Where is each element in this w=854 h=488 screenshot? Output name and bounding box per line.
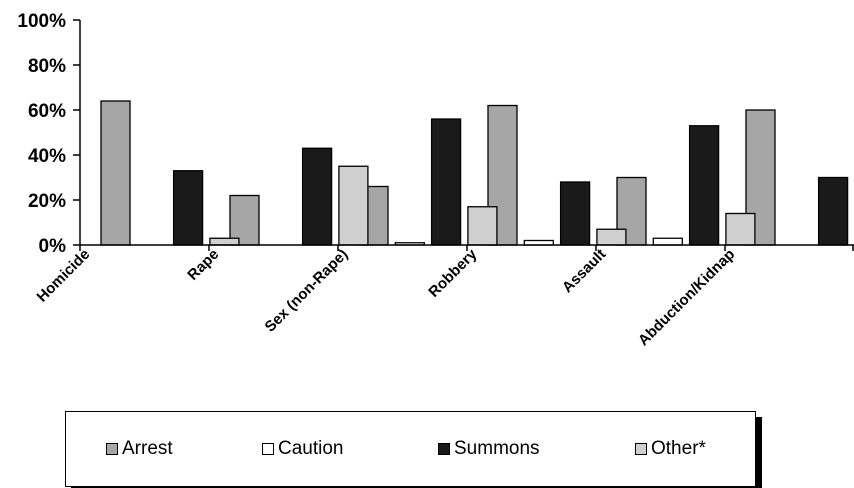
legend-label-caution: Caution: [278, 438, 344, 459]
x-category-label: Sex (non-Rape): [262, 246, 352, 336]
y-tick-label: 60%: [28, 101, 66, 122]
bar-arrest-1: [229, 194, 260, 246]
bar-summons-0: [172, 170, 204, 246]
x-category-label: Robbery: [425, 245, 481, 301]
bar-other-4: [725, 212, 756, 246]
x-category-label: Rape: [184, 246, 222, 284]
bar-chart: 0%20%40%60%80%100% Homicide Rape Sex (non-…: [17, 11, 854, 349]
x-category-label: Assault: [559, 246, 609, 296]
bar-arrest-0: [100, 100, 131, 246]
legend-swatch-other: [635, 443, 647, 455]
bar-summons-2: [430, 118, 462, 246]
legend-swatch-summons: [438, 443, 450, 455]
y-tick-label: 40%: [28, 146, 66, 167]
legend-swatch-caution: [262, 443, 274, 455]
y-tick-label: 100%: [17, 11, 66, 32]
bar-summons-5: [817, 176, 849, 246]
bar-summons-4: [688, 125, 720, 246]
bars: [100, 100, 849, 246]
bar-other-2: [467, 206, 498, 246]
y-tick-label: 0%: [39, 236, 67, 257]
legend-label-summons: Summons: [454, 438, 540, 459]
chart-legend: Arrest Caution Summons Other*: [65, 411, 756, 487]
x-category-label: Abduction/Kidnap: [635, 246, 738, 349]
bar-other-0: [209, 237, 240, 246]
y-axis: 0% 20% 40% 60% 80% 100%: [17, 11, 81, 257]
bar-caution-4: [652, 237, 683, 246]
legend-item-caution: Caution: [262, 438, 344, 460]
legend-item-arrest: Arrest: [106, 438, 173, 460]
bar-other-1: [338, 165, 369, 246]
legend-label-other: Other*: [651, 438, 706, 459]
legend-swatch-arrest: [106, 443, 118, 455]
x-axis: Homicide Rape Sex (non-Rape) Robbery Assault…: [34, 244, 854, 349]
y-tick-label: 20%: [28, 191, 66, 212]
legend-item-summons: Summons: [438, 438, 540, 460]
legend-item-other: Other*: [635, 438, 706, 460]
bar-other-3: [596, 228, 627, 246]
bar-summons-1: [301, 147, 333, 246]
legend-label-arrest: Arrest: [122, 438, 173, 459]
y-tick-label: 80%: [28, 56, 66, 77]
bar-summons-3: [559, 181, 591, 246]
